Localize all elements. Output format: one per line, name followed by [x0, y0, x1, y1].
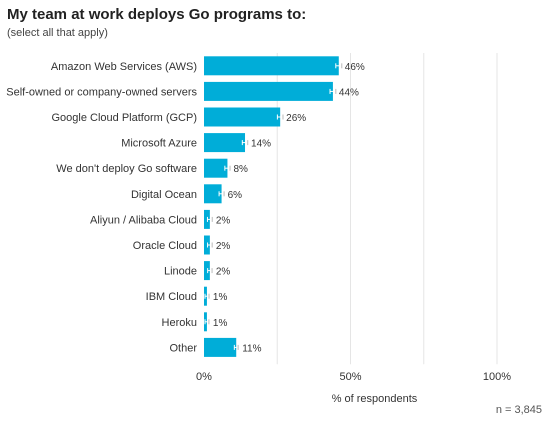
x-axis-title: % of respondents [332, 393, 418, 405]
x-tick-label: 100% [483, 371, 511, 383]
category-label: Heroku [162, 317, 197, 329]
data-label: 44% [339, 87, 359, 98]
category-label: We don't deploy Go software [56, 163, 197, 175]
bar [204, 184, 222, 204]
x-tick-label: 50% [339, 371, 361, 383]
category-label: Other [169, 342, 197, 354]
data-label: 11% [242, 343, 261, 354]
category-label: Self-owned or company-owned servers [6, 86, 197, 98]
category-label: Amazon Web Services (AWS) [51, 61, 197, 73]
bar [204, 235, 210, 255]
bar [204, 56, 339, 76]
bar [204, 133, 246, 153]
bar [204, 81, 333, 101]
data-label: 14% [251, 139, 271, 150]
category-label: Linode [164, 266, 197, 278]
data-label: 6% [228, 190, 243, 201]
data-label: 1% [213, 292, 228, 303]
chart-subtitle: (select all that apply) [7, 27, 108, 39]
category-label: Oracle Cloud [133, 240, 197, 252]
data-label: 2% [216, 215, 231, 226]
data-label: 26% [286, 113, 306, 124]
data-label: 2% [216, 241, 231, 252]
category-label: Google Cloud Platform (GCP) [52, 112, 198, 124]
category-label: Microsoft Azure [121, 138, 197, 150]
bar [204, 261, 210, 281]
data-label: 2% [216, 267, 231, 278]
bar [204, 158, 228, 178]
data-label: 8% [233, 164, 248, 175]
category-label: IBM Cloud [146, 291, 197, 303]
data-label: 1% [213, 318, 228, 329]
x-tick-label: 0% [196, 371, 212, 383]
sample-size-label: n = 3,845 [495, 404, 542, 416]
bar [204, 209, 210, 229]
category-label: Digital Ocean [131, 189, 197, 201]
data-label: 46% [345, 62, 365, 73]
category-label: Aliyun / Alibaba Cloud [90, 214, 197, 226]
chart-title: My team at work deploys Go programs to: [7, 6, 307, 23]
bar [204, 337, 237, 357]
bar [204, 107, 281, 127]
